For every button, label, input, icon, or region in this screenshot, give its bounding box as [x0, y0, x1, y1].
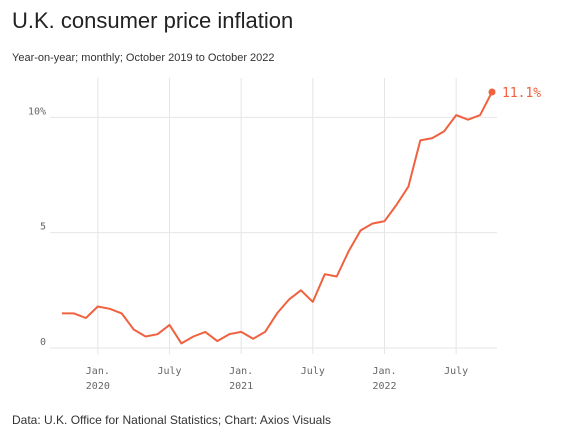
x-axis-ticks: Jan. 2020 July Jan. 2021 July Jan. 2022 July	[86, 366, 468, 392]
x-tick-label: Jan.	[372, 366, 396, 377]
y-axis-ticks: 0 5 10%	[28, 106, 46, 348]
source-note: Data: U.K. Office for National Statistic…	[12, 413, 332, 427]
gridlines	[50, 78, 497, 354]
x-tick-label: July	[301, 366, 325, 377]
end-point	[488, 88, 496, 96]
x-tick-label: July	[157, 366, 181, 377]
cpi-series-line	[62, 91, 493, 345]
x-tick-year-label: 2021	[229, 381, 253, 392]
x-tick-label: July	[444, 366, 468, 377]
x-tick-year-label: 2022	[372, 381, 396, 392]
x-tick-label: Jan.	[229, 366, 253, 377]
y-tick-label: 10%	[28, 106, 46, 117]
y-tick-label: 0	[40, 337, 46, 348]
y-tick-label: 5	[40, 222, 46, 233]
x-tick-year-label: 2020	[86, 381, 110, 392]
x-tick-label: Jan.	[86, 366, 110, 377]
chart-subtitle: Year-on-year; monthly; October 2019 to O…	[12, 52, 275, 64]
chart-title: U.K. consumer price inflation	[12, 8, 294, 33]
end-value-label: 11.1%	[502, 86, 541, 101]
